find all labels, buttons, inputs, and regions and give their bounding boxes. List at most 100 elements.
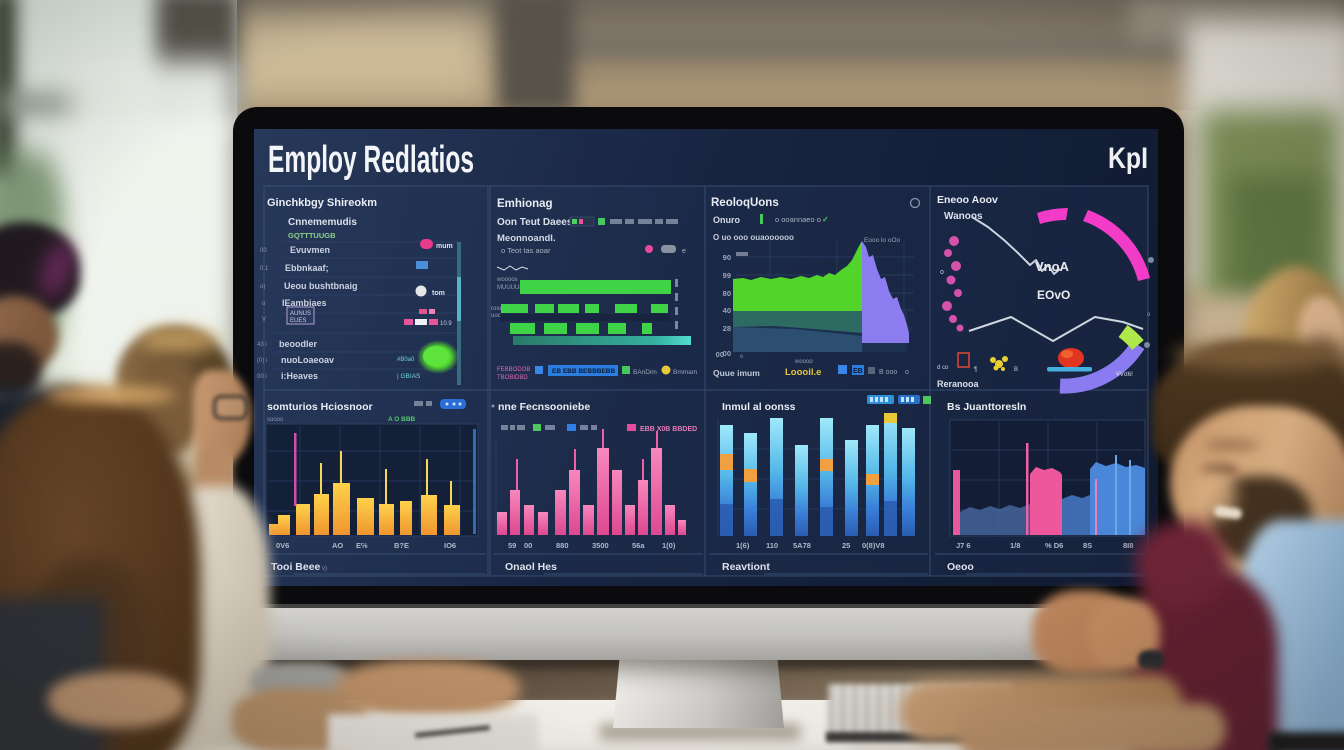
svg-text:80: 80 [723, 289, 731, 298]
svg-text:| GBIAS: | GBIAS [397, 373, 421, 380]
svg-text:% D6: % D6 [1045, 541, 1063, 550]
svg-text:10.9: 10.9 [440, 321, 452, 327]
svg-text:Meonnoandl.: Meonnoandl. [497, 233, 556, 244]
svg-text:5A78: 5A78 [793, 541, 811, 550]
svg-text:o Teot tas aoar: o Teot tas aoar [501, 246, 551, 255]
svg-text:3500: 3500 [592, 541, 609, 550]
svg-text:woooo: woooo [794, 359, 813, 365]
svg-text:99: 99 [723, 271, 731, 280]
svg-text:0(8)V8: 0(8)V8 [862, 541, 885, 550]
svg-text:8S: 8S [1083, 541, 1092, 550]
svg-text:Ueou bushtbnaig: Ueou bushtbnaig [284, 281, 358, 291]
svg-text:IO6: IO6 [444, 541, 456, 550]
svg-text:0.1: 0.1 [260, 266, 269, 272]
svg-text:(0) i: (0) i [257, 358, 267, 364]
svg-text:V: V [262, 317, 266, 323]
svg-text:00: 00 [524, 541, 532, 550]
svg-text:Employ Redlatios: Employ Redlatios [268, 139, 474, 181]
svg-text:J7 6: J7 6 [956, 541, 971, 550]
svg-text:GQTTTUUGB: GQTTTUUGB [288, 231, 336, 240]
svg-text:o: o [905, 369, 909, 376]
svg-text:B ooo: B ooo [879, 369, 897, 376]
svg-text:somturios Hciosnoor: somturios Hciosnoor [267, 401, 373, 413]
svg-text:90: 90 [723, 253, 731, 262]
svg-text:Reavtiont: Reavtiont [722, 561, 770, 573]
svg-text:880: 880 [556, 541, 569, 550]
svg-text:Eneoo Aoov: Eneoo Aoov [937, 194, 998, 206]
svg-text:soooo: soooo [267, 417, 284, 423]
svg-text:Inmul al oonss: Inmul al oonss [722, 401, 796, 413]
svg-text:tom: tom [432, 290, 445, 297]
svg-text:Ebbnkaaf;: Ebbnkaaf; [285, 263, 329, 273]
svg-text:beoodler: beoodler [279, 339, 318, 349]
svg-text:FEBBODOB: FEBBODOB [497, 367, 530, 373]
svg-text:d co: d co [937, 365, 949, 371]
svg-text:EOvO: EOvO [1037, 288, 1070, 302]
svg-text:roxe: roxe [491, 306, 503, 312]
svg-text:00: 00 [260, 248, 267, 254]
svg-text:o): o) [260, 284, 265, 290]
svg-text:Cnnememudis: Cnnememudis [288, 217, 357, 228]
svg-text:EB EBB BEBBBEBB: EB EBB BEBBBEBB [552, 368, 616, 375]
svg-text:Bmmam: Bmmam [673, 369, 697, 376]
svg-text:v): v) [322, 566, 327, 572]
svg-text:✓: ✓ [822, 215, 829, 224]
svg-text:ReoloqUons: ReoloqUons [711, 197, 779, 209]
svg-text:40: 40 [723, 306, 731, 315]
svg-text:nne Fecnsooniebe: nne Fecnsooniebe [498, 401, 590, 413]
svg-text:Reranooa: Reranooa [937, 379, 980, 389]
svg-text:i:Heaves: i:Heaves [281, 371, 318, 381]
svg-text:A O BBB: A O BBB [388, 416, 416, 423]
svg-text:e: e [682, 248, 686, 255]
svg-text:KpI: KpI [1108, 142, 1148, 175]
svg-text:o: o [1147, 312, 1151, 318]
svg-text:1(0): 1(0) [662, 541, 676, 550]
svg-text:Onaol Hes: Onaol Hes [505, 561, 557, 573]
svg-text:28: 28 [723, 324, 731, 333]
svg-text:o: o [940, 269, 944, 276]
svg-text:¥Vd6!: ¥Vd6! [1116, 371, 1133, 378]
svg-text:EB: EB [853, 368, 863, 375]
svg-text:0V6: 0V6 [276, 541, 289, 550]
svg-text:59: 59 [508, 541, 516, 550]
svg-text:8I8: 8I8 [1123, 541, 1133, 550]
svg-text:00: 00 [716, 350, 724, 359]
svg-text:1/8: 1/8 [1010, 541, 1020, 550]
svg-text:Bs Juanttoresln: Bs Juanttoresln [947, 401, 1026, 413]
svg-text:Loooil.e: Loooil.e [785, 367, 821, 378]
svg-text:mum: mum [436, 243, 453, 250]
svg-text:EUES: EUES [290, 318, 306, 324]
svg-text:B: B [1014, 367, 1018, 373]
svg-text:25: 25 [842, 541, 850, 550]
svg-text:O uo ooo ouaoooooo: O uo ooo ouaoooooo [713, 233, 794, 242]
svg-text:Onuro: Onuro [713, 215, 740, 225]
svg-text:E℅: E℅ [356, 541, 368, 550]
svg-text:Wanoos: Wanoos [944, 211, 983, 222]
svg-text:43 i: 43 i [257, 342, 267, 348]
svg-text:110: 110 [766, 541, 778, 550]
svg-text:Oeoo: Oeoo [947, 561, 974, 573]
svg-text:IEambiaes: IEambiaes [282, 298, 327, 308]
svg-text:Evuvmen: Evuvmen [290, 245, 330, 255]
svg-text:Emhionag: Emhionag [497, 198, 553, 210]
svg-text:AO: AO [332, 541, 343, 550]
svg-text:VnoA: VnoA [1035, 259, 1070, 274]
svg-text:uoo: uoo [491, 313, 502, 319]
svg-text:56a: 56a [632, 541, 645, 550]
svg-text:o ooannaeo o: o ooannaeo o [775, 215, 821, 224]
svg-text:B?E: B?E [394, 541, 409, 550]
svg-text:MUUUUEB: MUUUUEB [497, 285, 527, 291]
svg-text:woooos: woooos [496, 277, 518, 283]
svg-text:Oon Teut Daees: Oon Teut Daees [497, 217, 573, 228]
svg-text:e: e [740, 354, 744, 360]
svg-text:#B0a0: #B0a0 [397, 357, 415, 363]
svg-text:Tooi Beee: Tooi Beee [271, 561, 321, 573]
svg-text:00: 00 [723, 349, 731, 358]
svg-text:TBOBIDBD: TBOBIDBD [497, 375, 528, 381]
svg-text:Ginchkbgy Shireokm: Ginchkbgy Shireokm [267, 197, 377, 209]
svg-text:nuoLoaeoav: nuoLoaeoav [281, 355, 334, 365]
svg-text:00 i: 00 i [257, 374, 267, 380]
svg-text:EBB X0B BBDED: EBB X0B BBDED [640, 426, 697, 433]
svg-text:o: o [262, 301, 266, 307]
svg-text:AUNUS: AUNUS [290, 311, 311, 317]
